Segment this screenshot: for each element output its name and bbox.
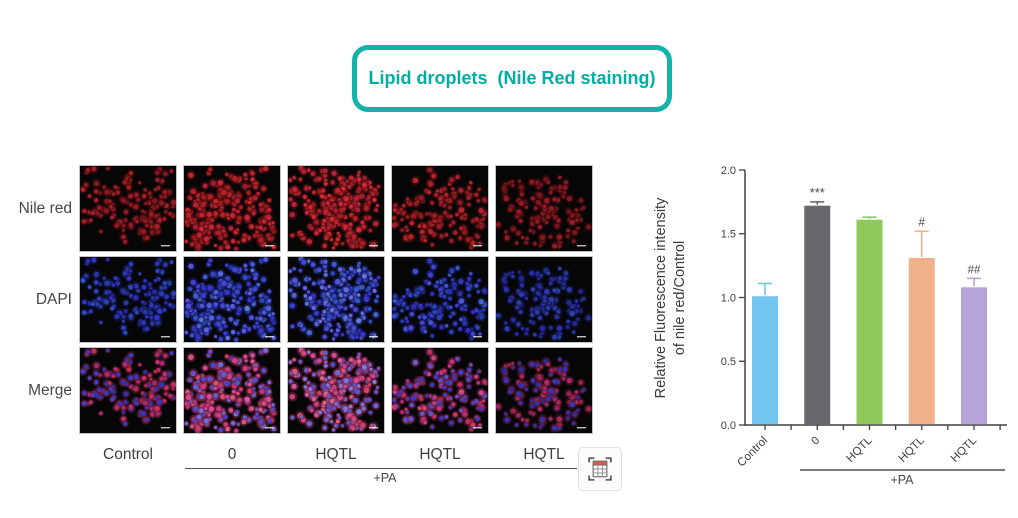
y-tick-label: 2.0: [721, 165, 736, 177]
microscopy-image-blue-col1: [79, 256, 177, 343]
microscopy-image-red-col2: [183, 165, 281, 252]
bar-hqtl-3: [856, 219, 883, 425]
row-label-merge: Merge: [28, 381, 72, 399]
significance-label: ***: [810, 185, 825, 200]
pa-group-label: +PA: [373, 471, 397, 485]
x-category-label: Control: [735, 435, 770, 470]
microscopy-image-merge-col1: [79, 347, 177, 434]
x-category-label: HQTL: [897, 434, 928, 465]
bar-chart-svg: 0.0 0.5 1.0 1.5 2.0 Control *** 0 HQTL # HQTL ## HQT…: [721, 165, 1007, 487]
microscopy-image-red-col5: [495, 165, 593, 252]
significance-label: #: [919, 217, 926, 229]
figure-title: Lipid droplets (Nile Red staining): [368, 68, 656, 88]
column-label-hqtl-3: HQTL: [523, 446, 565, 463]
column-label-hqtl-1: HQTL: [315, 446, 357, 463]
microscopy-column-labels: Control 0 HQTL HQTL HQTL: [80, 446, 592, 464]
row-label-dapi: DAPI: [35, 290, 72, 308]
significance-label: ##: [968, 264, 981, 276]
bar-hqtl-4: [908, 257, 935, 425]
y-tick-label: 1.0: [721, 292, 736, 304]
microscopy-image-blue-col2: [183, 256, 281, 343]
column-label-hqtl-2: HQTL: [419, 446, 461, 463]
x-category-label: HQTL: [844, 434, 875, 465]
title-box: Lipid droplets (Nile Red staining): [352, 45, 672, 112]
microscopy-image-red-col1: [79, 165, 177, 252]
microscopy-image-red-col4: [391, 165, 489, 252]
bar-0-2: [804, 205, 831, 425]
microscopy-image-blue-col3: [287, 256, 385, 343]
pa-group-label-chart: +PA: [890, 473, 914, 487]
bar-control-1: [752, 296, 778, 425]
bar-hqtl-5: [961, 287, 987, 425]
microscopy-image-blue-col4: [391, 256, 489, 343]
pa-group-underline: [185, 468, 577, 469]
microscopy-image-merge-col5: [495, 347, 593, 434]
bar-chart: 0.0 0.5 1.0 1.5 2.0 Control *** 0 HQTL # HQTL ## HQT…: [640, 150, 1018, 518]
column-label-0: 0: [227, 446, 237, 463]
table-capture-icon: [588, 457, 612, 481]
row-label-nile-red: Nile red: [18, 199, 72, 217]
capture-table-button[interactable]: [578, 447, 622, 491]
microscopy-image-merge-col2: [183, 347, 281, 434]
y-tick-label: 1.5: [721, 229, 736, 241]
column-label-control: Control: [103, 446, 153, 463]
y-tick-label: 0.5: [721, 356, 736, 368]
microscopy-image-merge-col4: [391, 347, 489, 434]
microscopy-image-merge-col3: [287, 347, 385, 434]
microscopy-image-red-col3: [287, 165, 385, 252]
microscopy-image-blue-col5: [495, 256, 593, 343]
x-category-label: 0: [809, 435, 822, 448]
microscopy-grid: [79, 165, 593, 434]
y-tick-label: 0.0: [721, 420, 736, 432]
x-category-label: HQTL: [949, 434, 980, 465]
